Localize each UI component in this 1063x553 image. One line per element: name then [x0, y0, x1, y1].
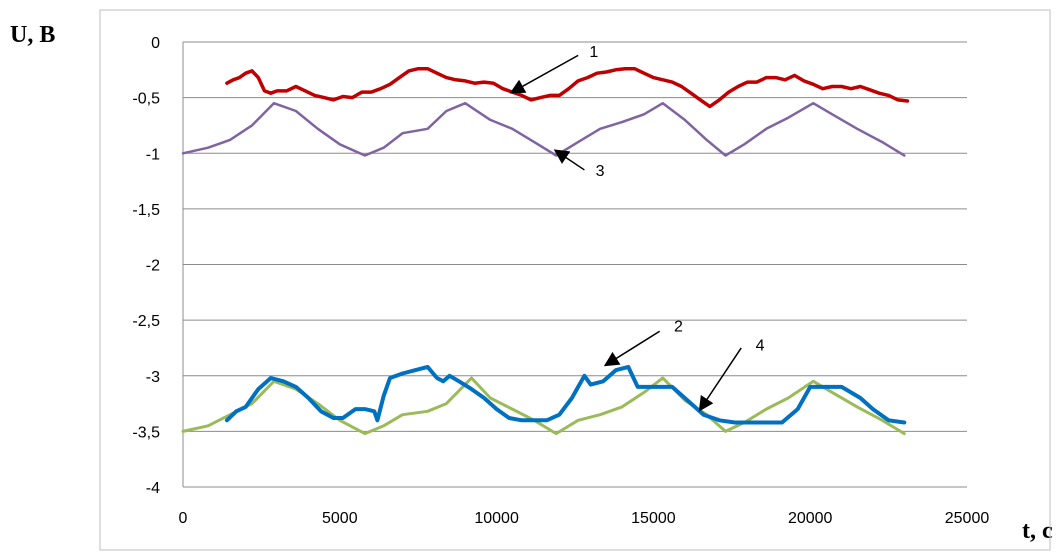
x-tick-label: 20000 [788, 510, 833, 527]
x-tick-label: 15000 [631, 510, 676, 527]
y-tick-label: -1,5 [132, 202, 160, 219]
chart-area-border [99, 9, 1051, 551]
y-tick-label: -0,5 [132, 91, 160, 108]
x-tick-label: 10000 [474, 510, 519, 527]
series-layer [181, 66, 910, 436]
y-tick-label: -2 [146, 258, 160, 275]
y-tick-label: -2,5 [132, 313, 160, 330]
annotation-label-4: 4 [756, 338, 765, 355]
series-line-3 [181, 101, 906, 157]
x-axis-title: t, c [1022, 518, 1053, 544]
y-tick-label: -3,5 [132, 424, 160, 441]
x-tick-label: 0 [179, 510, 188, 527]
y-tick-label: -1 [146, 146, 160, 163]
y-axis-title: U, B [10, 22, 56, 48]
annotation-arrow-1 [509, 54, 579, 94]
grid-lines [182, 41, 967, 488]
x-tick-label: 5000 [322, 510, 358, 527]
annotation-layer: 1 2 3 4 [509, 44, 765, 412]
annotation-arrow-2 [603, 330, 661, 367]
annotation-arrow-4 [698, 347, 742, 412]
y-tick-label: 0 [151, 35, 160, 52]
series-line-2 [224, 364, 907, 425]
annotation-label-2: 2 [674, 319, 683, 336]
y-tick-label: -3 [146, 369, 160, 386]
annotation-arrow-3 [553, 149, 585, 171]
series-line-1 [225, 66, 910, 109]
tick-labels: 0 -0,5 -1 -1,5 -2 -2,5 -3 -3,5 -4 0 5000 10000 15000… [132, 35, 989, 527]
annotation-label-1: 1 [589, 44, 598, 61]
annotation-label-3: 3 [596, 163, 605, 180]
y-tick-label: -4 [146, 480, 160, 497]
x-tick-label: 25000 [945, 510, 990, 527]
